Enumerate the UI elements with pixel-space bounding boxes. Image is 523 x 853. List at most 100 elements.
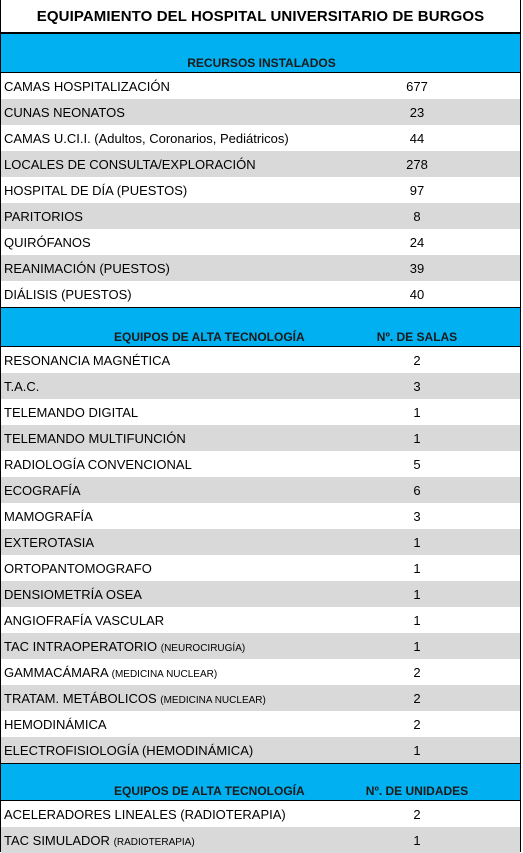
- table-row: LOCALES DE CONSULTA/EXPLORACIÓN 278: [1, 151, 520, 177]
- page-title: EQUIPAMIENTO DEL HOSPITAL UNIVERSITARIO …: [1, 0, 520, 33]
- row-value: 2: [413, 352, 421, 368]
- table-row: GAMMACÁMARA (MEDICINA NUCLEAR) 2: [1, 659, 520, 685]
- row-value: 2: [413, 690, 421, 706]
- table-row: ELECTROFISIOLOGÍA (HEMODINÁMICA) 1: [1, 737, 520, 763]
- row-label-text: CAMAS HOSPITALIZACIÓN: [4, 78, 170, 94]
- row-label: ACELERADORES LINEALES (RADIOTERAPIA): [1, 807, 286, 822]
- table-row: QUIRÓFANOS 24: [1, 229, 520, 255]
- equipos-salas-list: RESONANCIA MAGNÉTICA 2 T.A.C. 3 TELEMANDO DI…: [1, 347, 520, 763]
- row-label-text: DIÁLISIS (PUESTOS): [4, 286, 132, 302]
- row-label-note: (NEUROCIRUGÍA): [160, 642, 246, 654]
- row-value: 1: [413, 404, 421, 420]
- row-value: 1: [413, 430, 421, 446]
- row-label: ECOGRAFÍA: [1, 483, 81, 498]
- row-label: GAMMACÁMARA (MEDICINA NUCLEAR): [1, 665, 217, 680]
- row-label: HEMODINÁMICA: [1, 717, 107, 732]
- row-label-text: ACELERADORES LINEALES (RADIOTERAPIA): [4, 806, 286, 822]
- row-label-text: TAC INTRAOPERATORIO: [4, 638, 161, 654]
- row-value: 8: [413, 208, 421, 224]
- table-row: ECOGRAFÍA 6: [1, 477, 520, 503]
- row-label-note: (MEDICINA NUCLEAR): [160, 694, 266, 706]
- row-value: 1: [413, 586, 421, 602]
- table-row: ANGIOFRAFÍA VASCULAR 1: [1, 607, 520, 633]
- row-value: 1: [413, 612, 421, 628]
- row-label: ELECTROFISIOLOGÍA (HEMODINÁMICA): [1, 743, 253, 758]
- row-label-text: T.A.C.: [4, 378, 40, 394]
- row-value: 2: [413, 716, 421, 732]
- section-header-label: EQUIPOS DE ALTA TECNOLOGÍA: [114, 330, 305, 344]
- row-value: 39: [409, 260, 425, 276]
- table-row: TAC SIMULADOR (RADIOTERAPIA) 1: [1, 827, 520, 853]
- row-label: DIÁLISIS (PUESTOS): [1, 287, 132, 302]
- section-header-equipos-salas: EQUIPOS DE ALTA TECNOLOGÍA Nº. DE SALAS: [1, 307, 520, 347]
- table-row: HOSPITAL DE DÍA (PUESTOS) 97: [1, 177, 520, 203]
- section-header-equipos-unidades: EQUIPOS DE ALTA TECNOLOGÍA Nº. DE UNIDAD…: [1, 763, 520, 801]
- row-label: REANIMACIÓN (PUESTOS): [1, 261, 170, 276]
- table-row: CUNAS NEONATOS 23: [1, 99, 520, 125]
- section-header-label: EQUIPOS DE ALTA TECNOLOGÍA: [114, 784, 305, 798]
- row-label: PARITORIOS: [1, 209, 83, 224]
- row-value: 3: [413, 508, 421, 524]
- row-label: EXTEROTASIA: [1, 535, 94, 550]
- row-value: 1: [413, 742, 421, 758]
- row-label: TELEMANDO DIGITAL: [1, 405, 138, 420]
- row-label-text: EXTEROTASIA: [4, 534, 95, 550]
- row-label: TAC SIMULADOR (RADIOTERAPIA): [1, 833, 195, 848]
- row-label-text: CUNAS NEONATOS: [4, 104, 125, 120]
- row-label: RESONANCIA MAGNÉTICA: [1, 353, 170, 368]
- row-label: ORTOPANTOMOGRAFO: [1, 561, 152, 576]
- row-label-text: ORTOPANTOMOGRAFO: [4, 560, 152, 576]
- row-label-text: TELEMANDO DIGITAL: [4, 404, 139, 420]
- table-row: TAC INTRAOPERATORIO (NEUROCIRUGÍA) 1: [1, 633, 520, 659]
- row-value: 1: [413, 638, 421, 654]
- section-header-label: RECURSOS INSTALADOS: [187, 56, 336, 70]
- row-value: 23: [409, 104, 425, 120]
- row-label: TELEMANDO MULTIFUNCIÓN: [1, 431, 186, 446]
- table-row: CAMAS HOSPITALIZACIÓN 677: [1, 73, 520, 99]
- row-value: 1: [413, 560, 421, 576]
- row-label: TRATAM. METÁBOLICOS (MEDICINA NUCLEAR): [1, 691, 266, 706]
- row-label-text: GAMMACÁMARA: [4, 664, 112, 680]
- row-label: T.A.C.: [1, 379, 39, 394]
- row-label: DENSIOMETRÍA OSEA: [1, 587, 142, 602]
- table-row: ACELERADORES LINEALES (RADIOTERAPIA) 2: [1, 801, 520, 827]
- row-label-text: PARITORIOS: [4, 208, 83, 224]
- row-value: 40: [409, 286, 425, 302]
- row-label-text: HOSPITAL DE DÍA (PUESTOS): [4, 182, 188, 198]
- table-row: TRATAM. METÁBOLICOS (MEDICINA NUCLEAR) 2: [1, 685, 520, 711]
- row-label-text: TELEMANDO MULTIFUNCIÓN: [4, 430, 186, 446]
- row-value: 1: [413, 832, 421, 848]
- table-row: DENSIOMETRÍA OSEA 1: [1, 581, 520, 607]
- table-row: MAMOGRAFÍA 3: [1, 503, 520, 529]
- row-value: 24: [409, 234, 425, 250]
- table-row: HEMODINÁMICA 2: [1, 711, 520, 737]
- row-label-text: RESONANCIA MAGNÉTICA: [4, 352, 171, 368]
- row-label-text: CAMAS U.CI.I. (Adultos, Coronarios, Pedi…: [4, 130, 289, 146]
- row-label: HOSPITAL DE DÍA (PUESTOS): [1, 183, 187, 198]
- row-label: QUIRÓFANOS: [1, 235, 91, 250]
- row-label-text: TRATAM. METÁBOLICOS: [4, 690, 161, 706]
- table-row: RESONANCIA MAGNÉTICA 2: [1, 347, 520, 373]
- table-row: TELEMANDO DIGITAL 1: [1, 399, 520, 425]
- section-header-column-label: Nº. DE UNIDADES: [365, 784, 469, 798]
- row-label: RADIOLOGÍA CONVENCIONAL: [1, 457, 192, 472]
- row-label-text: ECOGRAFÍA: [4, 482, 81, 498]
- row-value: 278: [406, 156, 428, 172]
- equipos-unidades-list: ACELERADORES LINEALES (RADIOTERAPIA) 2 TAC…: [1, 801, 520, 853]
- row-label: CAMAS U.CI.I. (Adultos, Coronarios, Pedi…: [1, 131, 289, 146]
- row-label-text: LOCALES DE CONSULTA/EXPLORACIÓN: [4, 156, 256, 172]
- row-value: 2: [413, 664, 421, 680]
- row-label-text: HEMODINÁMICA: [4, 716, 107, 732]
- row-label-text: ANGIOFRAFÍA VASCULAR: [4, 612, 165, 628]
- row-label-text: RADIOLOGÍA CONVENCIONAL: [4, 456, 192, 472]
- row-value: 1: [413, 534, 421, 550]
- row-value: 3: [413, 378, 421, 394]
- row-value: 677: [406, 78, 428, 94]
- table-row: ORTOPANTOMOGRAFO 1: [1, 555, 520, 581]
- row-label-text: DENSIOMETRÍA OSEA: [4, 586, 142, 602]
- recursos-list: CAMAS HOSPITALIZACIÓN 677 CUNAS NEONATOS 23…: [1, 73, 520, 307]
- row-label: CUNAS NEONATOS: [1, 105, 125, 120]
- row-label-text: QUIRÓFANOS: [4, 234, 91, 250]
- row-label: MAMOGRAFÍA: [1, 509, 93, 524]
- table-row: PARITORIOS 8: [1, 203, 520, 229]
